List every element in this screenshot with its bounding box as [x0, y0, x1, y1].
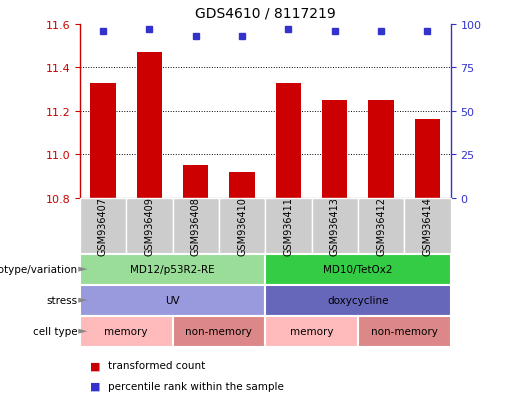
Bar	[322, 101, 348, 198]
Text: GSM936408: GSM936408	[191, 197, 201, 256]
Text: GSM936412: GSM936412	[376, 197, 386, 256]
Text: MD12/p53R2-RE: MD12/p53R2-RE	[130, 264, 215, 275]
Text: memory: memory	[290, 326, 333, 337]
Text: UV: UV	[165, 295, 180, 306]
Bar	[276, 83, 301, 198]
Text: stress: stress	[46, 295, 77, 306]
Text: doxycycline: doxycycline	[327, 295, 389, 306]
Bar	[136, 53, 162, 198]
Text: percentile rank within the sample: percentile rank within the sample	[108, 381, 284, 391]
Text: genotype/variation: genotype/variation	[0, 264, 77, 275]
Title: GDS4610 / 8117219: GDS4610 / 8117219	[195, 7, 336, 21]
Text: non-memory: non-memory	[185, 326, 252, 337]
Bar	[229, 172, 255, 198]
Text: GSM936409: GSM936409	[144, 197, 154, 256]
Text: cell type: cell type	[32, 326, 77, 337]
Text: ■: ■	[90, 361, 100, 370]
Bar	[183, 166, 209, 198]
Text: ■: ■	[90, 381, 100, 391]
Text: transformed count: transformed count	[108, 361, 205, 370]
Text: non-memory: non-memory	[371, 326, 438, 337]
Bar	[415, 120, 440, 198]
Bar	[368, 101, 394, 198]
Text: MD10/TetOx2: MD10/TetOx2	[323, 264, 392, 275]
Text: GSM936407: GSM936407	[98, 197, 108, 256]
Text: memory: memory	[105, 326, 148, 337]
Text: GSM936411: GSM936411	[283, 197, 294, 256]
Text: GSM936414: GSM936414	[422, 197, 433, 256]
Text: GSM936413: GSM936413	[330, 197, 340, 256]
Bar	[90, 83, 116, 198]
Text: GSM936410: GSM936410	[237, 197, 247, 256]
